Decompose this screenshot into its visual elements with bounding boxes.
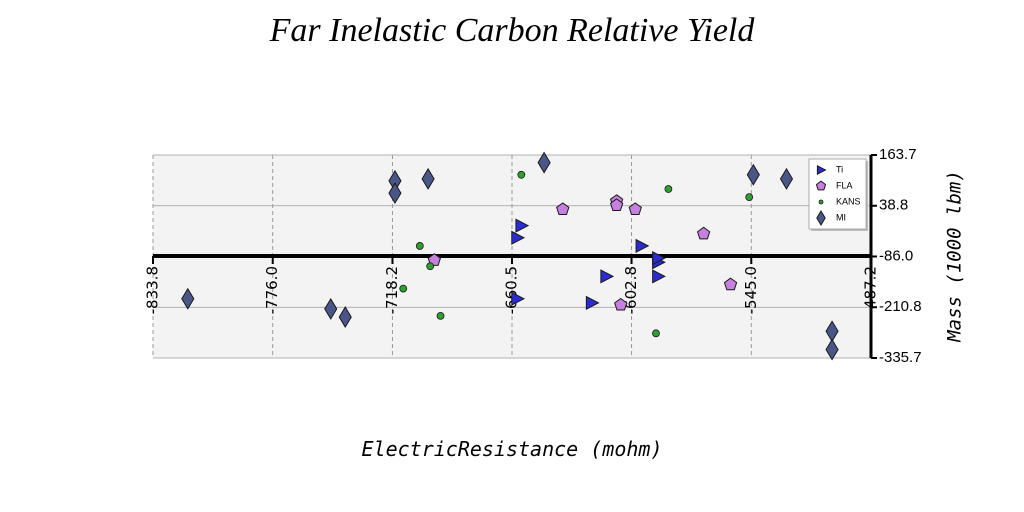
point-fla [609,198,624,211]
y-tick-label: 163.7 [879,146,917,163]
point-kans [652,329,660,338]
point-fla [628,202,642,216]
x-tick-label: -545.0 [742,266,760,314]
point-kans [517,170,526,179]
point-kans [436,311,445,320]
legend-marker-mi [816,210,826,226]
point-mi [181,287,195,310]
point-fla [556,202,570,216]
point-kans [415,242,424,250]
legend-label: KANS [836,196,861,206]
point-fla [696,226,711,240]
point-kans [745,193,754,202]
y-axis-label: Mass (1000 lbm) [944,170,966,343]
point-ti [511,230,526,245]
data-marks [181,151,839,361]
point-mi [537,151,551,174]
y-tick-label: -210.8 [879,298,922,315]
legend: Ti FLA KANS MI [808,158,868,231]
legend-marker-kans [818,199,824,205]
x-axis-label: ElectricResistance (mohm) [361,437,663,461]
legend-marker-ti [816,164,827,176]
legend-marker-fla [815,180,827,191]
legend-label: Ti [836,164,843,174]
point-mi [421,167,435,190]
point-mi [338,306,352,329]
point-ti [652,269,666,284]
legend-label: MI [836,212,846,222]
point-mi [324,297,338,320]
point-kans [426,262,435,271]
x-tick-label: -660.5 [503,266,521,314]
axes: -833.8 -776.0 -718.2 -660.5 -602.8 -545.0 -487… [144,146,922,366]
legend-label: FLA [836,180,853,190]
x-tick-label: -833.8 [144,266,162,314]
x-tick-label: -487.2 [862,266,880,314]
point-mi [825,338,839,361]
x-tick-label: -776.0 [263,266,281,314]
point-mi [388,182,402,205]
point-ti [635,238,650,254]
x-tick-label: -718.2 [383,266,401,314]
y-tick-label: 38.8 [879,197,908,214]
point-ti [600,269,615,284]
point-fla [427,253,441,266]
point-ti [652,251,666,266]
point-mi [779,167,794,190]
point-mi [746,163,760,186]
point-kans [399,284,408,293]
point-kans [664,185,673,193]
point-fla [723,277,738,291]
point-ti [515,218,530,233]
y-tick-label: -86.0 [879,247,913,264]
y-tick-label: -335.7 [879,349,922,366]
point-ti [511,291,526,306]
point-fla [614,297,628,311]
point-ti [585,295,600,310]
chart-title: Far Inelastic Carbon Relative Yield [269,12,755,49]
